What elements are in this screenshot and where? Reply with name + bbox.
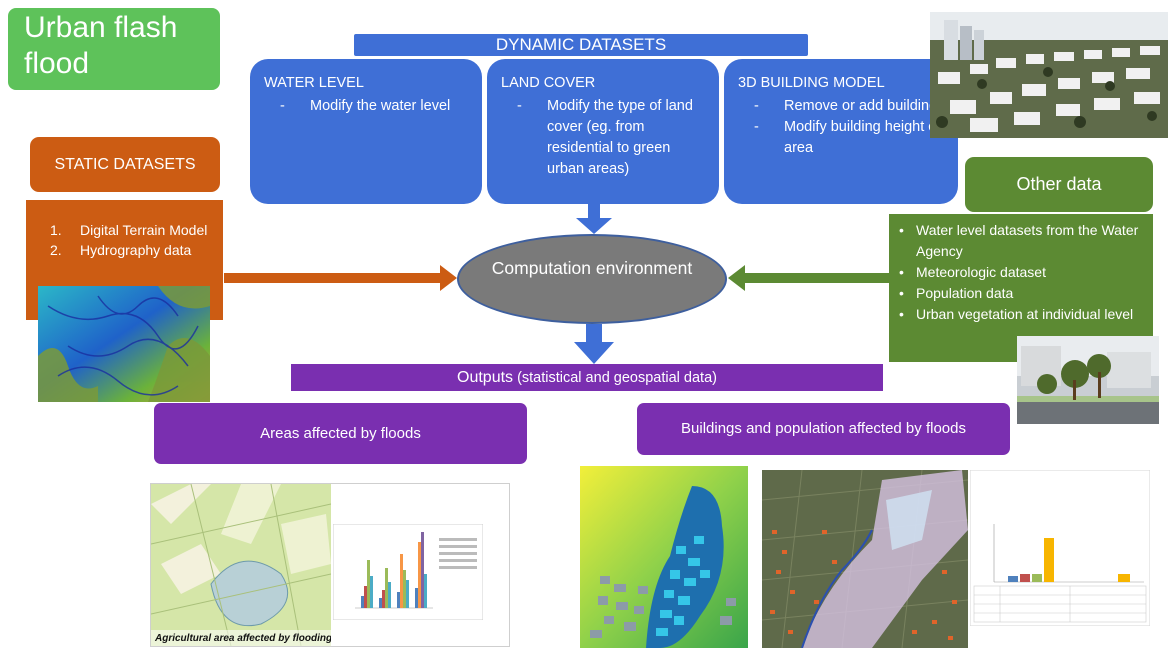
card-title: LAND COVER <box>501 75 596 91</box>
outputs-label: Outputs <box>457 369 514 386</box>
flood-statistics-chart <box>970 470 1150 626</box>
card-title: 3D BUILDING MODEL <box>738 75 885 91</box>
card-item: Modify building height or area <box>738 117 946 159</box>
card-title: WATER LEVEL <box>264 75 364 91</box>
building-model-card: 3D BUILDING MODEL Remove or add building… <box>724 59 958 204</box>
buildings-affected-box: Buildings and population affected by flo… <box>637 403 1010 455</box>
other-item: Water level datasets from the Water Agen… <box>899 220 1145 262</box>
static-item: 1. Digital Terrain Model <box>50 220 217 240</box>
static-item-text: Hydrography data <box>80 242 192 258</box>
outputs-bar: Outputs (statistical and geospatial data… <box>291 364 883 391</box>
land-cover-card: LAND COVER Modify the type of land cover… <box>487 59 719 204</box>
flood-satellite-image <box>762 470 968 648</box>
arrow-computation-to-outputs <box>574 324 614 364</box>
card-item: Modify the water level <box>264 96 470 117</box>
card-list: Remove or add buildings Modify building … <box>738 96 946 159</box>
arrow-static-to-computation <box>224 265 457 291</box>
other-item: Population data <box>899 283 1145 304</box>
title-text: Urban flash flood <box>24 11 178 80</box>
other-item: Urban vegetation at individual level <box>899 304 1145 325</box>
outputs-sublabel: (statistical and geospatial data) <box>513 370 717 386</box>
agriculture-output-panel: Agricultural area affected by flooding <box>150 483 510 647</box>
card-list: Modify the water level <box>264 96 470 117</box>
arrow-other-to-computation <box>728 265 889 291</box>
agriculture-bar-chart <box>333 524 483 620</box>
terrain-model-image <box>38 286 210 402</box>
flood-buildings-map-image <box>580 466 748 648</box>
areas-affected-box: Areas affected by floods <box>154 403 527 464</box>
static-item-number: 2. <box>50 242 62 258</box>
water-level-card: WATER LEVEL Modify the water level <box>250 59 482 204</box>
card-item: Modify the type of land cover (eg. from … <box>501 96 707 180</box>
title-box: Urban flash flood <box>8 8 220 90</box>
dynamic-datasets-header: DYNAMIC DATASETS <box>354 34 808 56</box>
other-data-header: Other data <box>965 157 1153 212</box>
computation-environment: Computation environment <box>457 234 727 324</box>
static-datasets-header: STATIC DATASETS <box>30 137 220 192</box>
street-vegetation-image <box>1017 336 1159 424</box>
other-item: Meteorologic dataset <box>899 262 1145 283</box>
static-item-number: 1. <box>50 222 62 238</box>
map-caption: Agricultural area affected by flooding <box>154 633 331 644</box>
agriculture-map-image: Agricultural area affected by flooding <box>151 484 331 646</box>
arrow-dynamic-to-computation <box>576 204 612 234</box>
city-3d-image <box>930 12 1168 138</box>
card-item: Remove or add buildings <box>738 96 946 117</box>
static-item: 2. Hydrography data <box>50 240 217 260</box>
card-list: Modify the type of land cover (eg. from … <box>501 96 707 180</box>
static-item-text: Digital Terrain Model <box>80 222 208 238</box>
